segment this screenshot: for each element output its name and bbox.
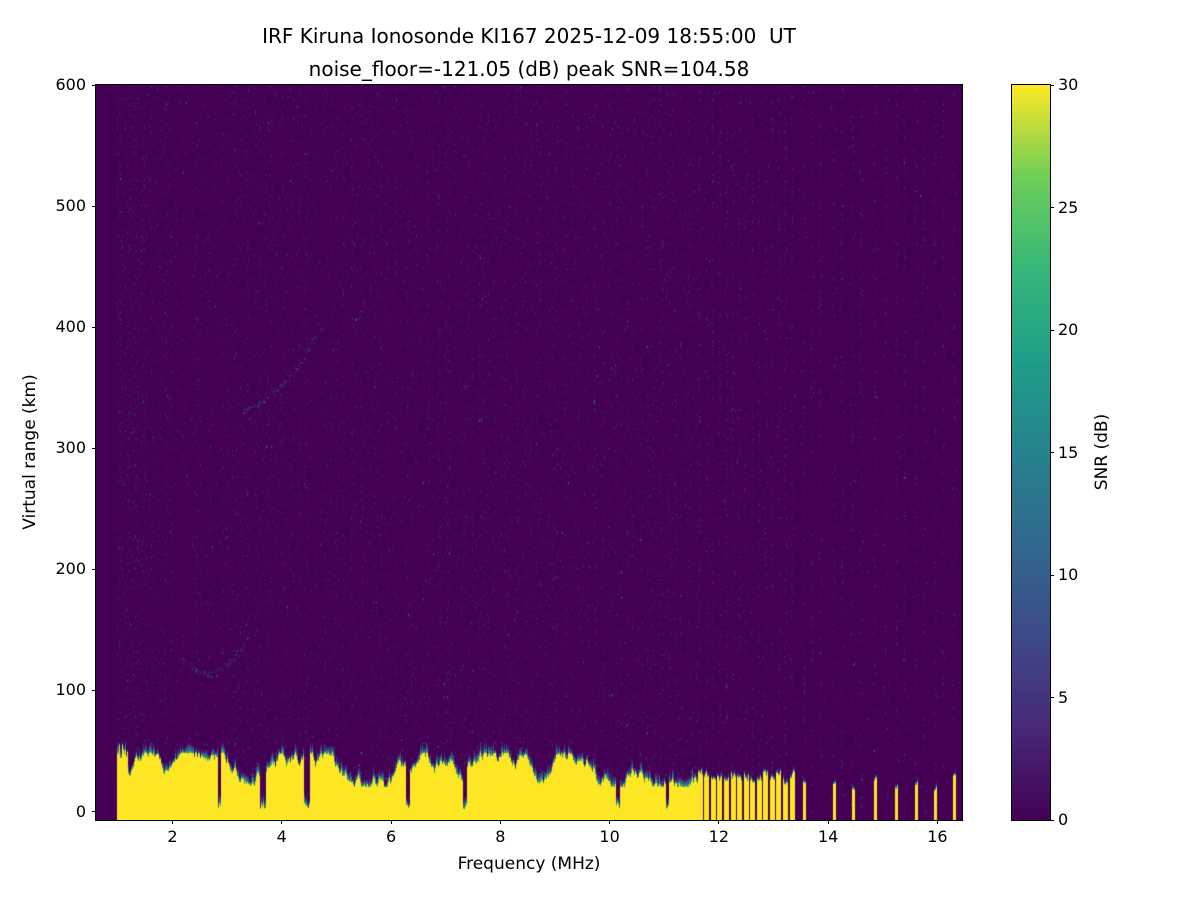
y-tick-mark [92,447,96,449]
x-axis-label: Frequency (MHz) [457,854,601,874]
chart-title-line2: noise_floor=-121.05 (dB) peak SNR=104.58 [308,57,750,81]
colorbar-tick-label: 20 [1058,320,1079,339]
colorbar-tick-mark [1050,452,1054,453]
y-tick-label: 600 [55,75,86,94]
colorbar-tick-label: 25 [1058,197,1079,217]
colorbar-label: SNR (dB) [1092,413,1112,491]
x-tick-mark [936,820,938,824]
heatmap-canvas [96,85,962,820]
x-tick-label: 14 [817,827,839,846]
colorbar-tick-mark [1050,329,1054,331]
heatmap-plot-area [95,84,963,821]
x-tick-mark [609,820,611,824]
y-tick-mark [92,326,96,328]
colorbar-tick-mark [1050,84,1054,86]
colorbar-tick-mark [1050,697,1054,698]
colorbar-tick-label: 15 [1058,442,1079,462]
x-tick-label: 10 [599,827,620,846]
colorbar-tick-mark [1050,574,1054,576]
colorbar [1011,84,1051,821]
x-tick-mark [827,820,829,824]
x-tick-label: 2 [167,827,178,846]
x-tick-label: 12 [708,827,730,846]
y-tick-label: 400 [55,317,86,337]
x-tick-label: 16 [927,827,948,846]
x-tick-mark [390,820,392,824]
colorbar-tick-mark [1050,819,1054,821]
x-tick-mark [281,820,283,824]
y-tick-label: 500 [55,196,86,216]
y-tick-label: 100 [55,680,86,700]
colorbar-tick-label: 10 [1058,565,1079,584]
y-tick-label: 300 [55,438,86,458]
y-tick-mark [92,689,96,691]
y-tick-mark [92,84,96,86]
y-tick-mark [92,205,96,207]
chart-title-line1: IRF Kiruna Ionosonde KI167 2025-12-09 18… [262,24,796,48]
x-tick-label: 6 [385,827,397,846]
y-tick-label: 200 [55,559,86,579]
x-tick-mark [171,820,173,824]
x-tick-mark [499,820,501,824]
y-tick-mark [92,568,96,570]
colorbar-tick-label: 5 [1058,687,1069,707]
colorbar-tick-label: 30 [1058,75,1079,94]
chart-title: IRF Kiruna Ionosonde KI167 2025-12-09 18… [96,20,962,86]
y-tick-label: 0 [75,801,86,821]
colorbar-gradient [1012,85,1050,820]
x-tick-mark [718,820,720,824]
y-tick-mark [92,811,96,813]
x-tick-label: 8 [495,827,506,846]
colorbar-tick-mark [1050,207,1054,208]
colorbar-tick-label: 0 [1058,810,1069,829]
x-tick-label: 4 [276,827,287,846]
